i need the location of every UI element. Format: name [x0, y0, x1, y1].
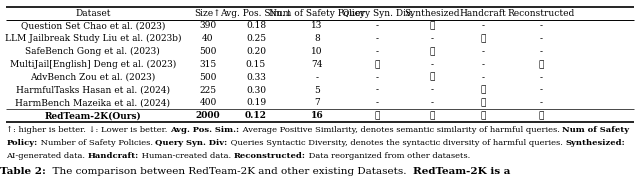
Text: -: -	[376, 73, 379, 82]
Text: Queries Syntactic Diversity, denotes the syntactic diversity of harmful queries.: Queries Syntactic Diversity, denotes the…	[228, 139, 565, 147]
Text: 500: 500	[199, 73, 217, 82]
Text: 16: 16	[310, 111, 323, 120]
Text: 10: 10	[311, 47, 323, 56]
Text: 390: 390	[200, 21, 216, 30]
Text: 74: 74	[311, 60, 323, 69]
Text: -: -	[376, 98, 379, 107]
Text: Data reorganized from other datasets.: Data reorganized from other datasets.	[306, 152, 470, 160]
Text: 0.20: 0.20	[246, 47, 266, 56]
Text: -: -	[431, 86, 433, 95]
Text: Avg. Pos. Sim.:: Avg. Pos. Sim.:	[170, 126, 239, 134]
Text: -: -	[376, 21, 379, 30]
Text: -: -	[482, 47, 484, 56]
Text: Avg. Pos. Sim.↓: Avg. Pos. Sim.↓	[220, 9, 292, 18]
Text: Average Positive Similarity, denotes semantic similarity of harmful queries.: Average Positive Similarity, denotes sem…	[239, 126, 562, 134]
Text: Question Set Chao et al. (2023): Question Set Chao et al. (2023)	[20, 21, 165, 30]
Text: 0.19: 0.19	[246, 98, 266, 107]
Text: Handcraft:: Handcraft:	[88, 152, 140, 160]
Text: ✓: ✓	[481, 86, 486, 95]
Text: SafeBench Gong et al. (2023): SafeBench Gong et al. (2023)	[26, 47, 160, 56]
Text: 0.18: 0.18	[246, 21, 266, 30]
Text: LLM Jailbreak Study Liu et al. (2023b): LLM Jailbreak Study Liu et al. (2023b)	[4, 34, 181, 43]
Text: Num of Safety Policy: Num of Safety Policy	[269, 9, 365, 18]
Text: Reconstructed:: Reconstructed:	[234, 152, 306, 160]
Text: HarmfulTasks Hasan et al. (2024): HarmfulTasks Hasan et al. (2024)	[16, 86, 170, 95]
Text: -: -	[540, 47, 542, 56]
Text: 0.15: 0.15	[246, 60, 266, 69]
Text: -: -	[376, 86, 379, 95]
Text: 500: 500	[199, 47, 217, 56]
Text: 0.33: 0.33	[246, 73, 266, 82]
Text: ✓: ✓	[429, 111, 435, 120]
Text: Synthesized:: Synthesized:	[565, 139, 625, 147]
Text: 2000: 2000	[196, 111, 220, 120]
Text: 0.30: 0.30	[246, 86, 266, 95]
Text: -: -	[540, 73, 542, 82]
Text: ✓: ✓	[538, 111, 543, 120]
Text: 400: 400	[200, 98, 216, 107]
Text: Query Syn. Div:: Query Syn. Div:	[156, 139, 228, 147]
Text: ✓: ✓	[481, 98, 486, 107]
Text: 8: 8	[314, 34, 319, 43]
Text: 0.12: 0.12	[245, 111, 267, 120]
Text: -: -	[316, 73, 318, 82]
Text: 5: 5	[314, 86, 320, 95]
Text: -: -	[431, 34, 433, 43]
Text: Table 2:: Table 2:	[0, 167, 46, 176]
Text: Number of Safety Policies.: Number of Safety Policies.	[38, 139, 156, 147]
Text: -: -	[376, 47, 379, 56]
Text: HarmBench Mazeika et al. (2024): HarmBench Mazeika et al. (2024)	[15, 98, 170, 107]
Text: ✓: ✓	[538, 60, 543, 69]
Text: Human-created data.: Human-created data.	[140, 152, 234, 160]
Text: -: -	[540, 34, 542, 43]
Text: ✓: ✓	[481, 111, 486, 120]
Text: -: -	[376, 34, 379, 43]
Text: Num of Safety: Num of Safety	[562, 126, 629, 134]
Text: ✓: ✓	[375, 60, 380, 69]
Text: MultiJail[English] Deng et al. (2023): MultiJail[English] Deng et al. (2023)	[10, 60, 176, 69]
Text: Reconstructed: Reconstructed	[507, 9, 575, 18]
Text: 7: 7	[314, 98, 319, 107]
Text: Synthesized: Synthesized	[404, 9, 460, 18]
Text: ✓: ✓	[481, 34, 486, 43]
Text: Handcraft: Handcraft	[460, 9, 507, 18]
Text: ✓: ✓	[429, 73, 435, 82]
Text: -: -	[540, 21, 542, 30]
Text: ✓: ✓	[429, 47, 435, 56]
Text: The comparison between RedTeam-2K and other existing Datasets.: The comparison between RedTeam-2K and ot…	[46, 167, 413, 176]
Text: ✓: ✓	[375, 111, 380, 120]
Text: ✓: ✓	[429, 21, 435, 30]
Text: Dataset: Dataset	[75, 9, 111, 18]
Text: ↑: higher is better. ↓: Lower is better.: ↑: higher is better. ↓: Lower is better.	[6, 126, 170, 134]
Text: AdvBench Zou et al. (2023): AdvBench Zou et al. (2023)	[30, 73, 156, 82]
Text: 40: 40	[202, 34, 214, 43]
Text: -: -	[482, 60, 484, 69]
Text: Policy:: Policy:	[6, 139, 38, 147]
Text: RedTeam-2K(Ours): RedTeam-2K(Ours)	[44, 111, 141, 120]
Text: -: -	[540, 86, 542, 95]
Text: 0.25: 0.25	[246, 34, 266, 43]
Text: -: -	[482, 21, 484, 30]
Text: 315: 315	[200, 60, 216, 69]
Text: Size↑: Size↑	[195, 9, 221, 18]
Text: Query Syn. Div.: Query Syn. Div.	[342, 9, 413, 18]
Text: -: -	[431, 98, 433, 107]
Text: 13: 13	[311, 21, 323, 30]
Text: 225: 225	[200, 86, 216, 95]
Text: -: -	[482, 73, 484, 82]
Text: RedTeam-2K is a: RedTeam-2K is a	[413, 167, 510, 176]
Text: -: -	[431, 60, 433, 69]
Text: -: -	[540, 98, 542, 107]
Text: AI-generated data.: AI-generated data.	[6, 152, 88, 160]
